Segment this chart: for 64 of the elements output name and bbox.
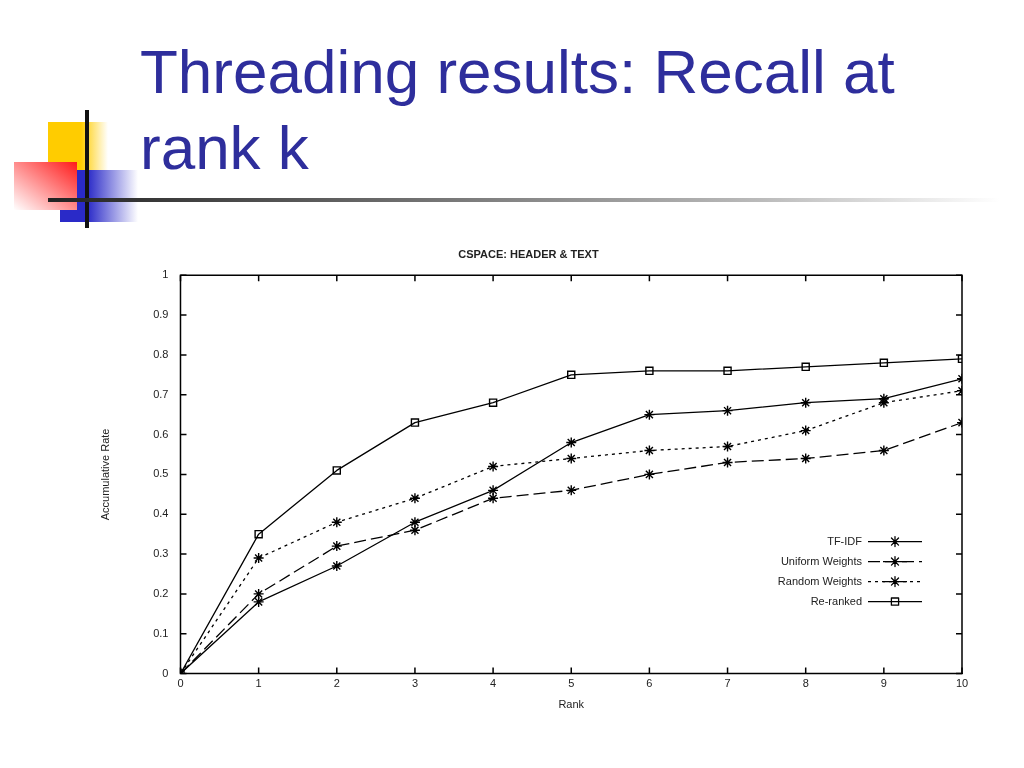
point: [643, 468, 656, 481]
point: [332, 466, 342, 475]
point: [643, 444, 656, 457]
point: [487, 460, 499, 473]
point: [645, 366, 654, 376]
y-axis-title: Accumulative Rate: [98, 428, 111, 521]
legend-label: Random Weights: [777, 574, 863, 587]
x-tick-label: 5: [568, 677, 575, 690]
x-tick-label: 2: [333, 677, 340, 690]
legend-label: TF-IDF: [827, 534, 863, 547]
point: [331, 560, 343, 572]
point: [331, 516, 343, 528]
point: [721, 456, 734, 469]
y-tick-label: 0.1: [153, 626, 169, 639]
x-tick-label: 9: [880, 677, 887, 690]
y-tick-label: 0: [162, 666, 169, 679]
y-tick-label: 0.3: [153, 547, 169, 560]
chart-title: Threading results: Recall at rank k: [140, 36, 896, 184]
point: [488, 398, 498, 407]
y-tick-label: 1: [162, 268, 169, 281]
point: [409, 524, 421, 536]
point: [800, 396, 812, 409]
legend-label: Uniform Weights: [780, 554, 863, 567]
x-tick-label: 10: [955, 677, 969, 690]
point: [643, 408, 656, 421]
point: [409, 492, 421, 504]
point: [252, 552, 265, 564]
x-axis-title: Rank: [558, 698, 585, 711]
point: [800, 424, 812, 437]
point: [723, 366, 732, 376]
point: [331, 540, 343, 552]
point: [878, 444, 890, 457]
x-tick-label: 3: [411, 677, 419, 690]
point: [252, 588, 265, 600]
point: [252, 596, 265, 608]
x-tick-label: 8: [802, 677, 809, 690]
y-tick-label: 0.8: [153, 347, 169, 360]
point: [721, 404, 734, 417]
x-tick-label: 1: [255, 677, 262, 690]
point: [800, 452, 812, 465]
x-tick-label: 6: [646, 677, 653, 690]
y-tick-label: 0.5: [153, 467, 169, 480]
y-tick-label: 0.4: [153, 507, 169, 520]
x-tick-label: 7: [724, 677, 731, 690]
x-tick-label: 0: [177, 677, 184, 690]
point: [254, 529, 263, 539]
point: [567, 370, 576, 380]
point: [721, 440, 734, 453]
point: [487, 484, 499, 497]
point: [879, 358, 889, 368]
point: [565, 452, 577, 465]
chart-subtitle: CSPACE: HEADER & TEXT: [458, 247, 599, 260]
y-tick-label: 0.6: [153, 427, 169, 440]
x-tick-label: 4: [490, 677, 497, 690]
y-tick-label: 0.9: [153, 308, 169, 321]
point: [565, 484, 577, 497]
legend-label: Re-ranked: [810, 594, 862, 607]
point: [409, 516, 421, 528]
y-tick-label: 0.2: [153, 586, 169, 599]
point: [487, 492, 499, 504]
point: [565, 436, 577, 449]
point: [801, 362, 810, 372]
y-tick-label: 0.7: [153, 387, 169, 400]
point: [410, 418, 420, 427]
